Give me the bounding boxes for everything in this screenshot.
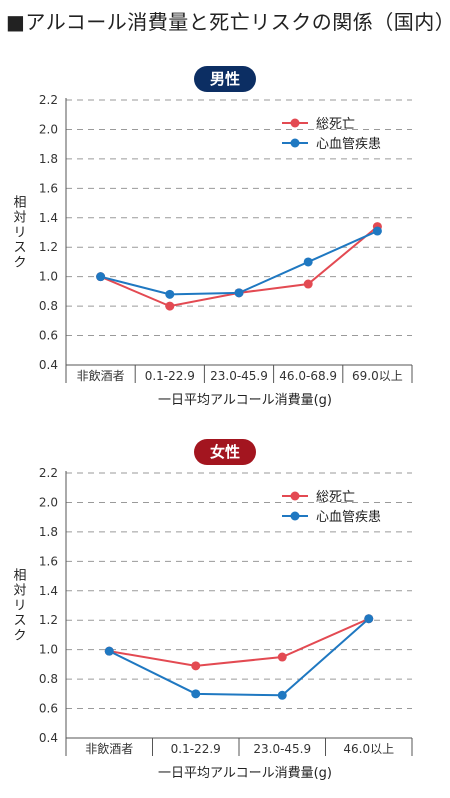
chart-male-x-tick: 非飲酒者 — [77, 368, 125, 383]
chart-female-series-line-0 — [109, 617, 370, 667]
chart-female-y-tick: 0.8 — [39, 672, 58, 686]
chart-female-x-tick: 46.0以上 — [343, 742, 394, 756]
chart-male-legend-label-1: 心血管疾患 — [316, 137, 381, 152]
chart-male-point-1 — [234, 288, 244, 298]
chart-female-title: 女性 — [210, 443, 240, 461]
chart-male-y-tick: 1.8 — [39, 152, 58, 166]
chart-female-x-tick: 非飲酒者 — [85, 741, 133, 756]
chart-male-x-tick: 46.0-68.9 — [279, 369, 337, 383]
chart-male-point-0 — [165, 301, 175, 311]
chart-female-y-tick: 1.6 — [39, 554, 58, 568]
chart-male-point-1 — [372, 226, 382, 236]
chart-female-y-tick: 1.0 — [39, 643, 58, 657]
chart-male-x-tick: 23.0-45.9 — [210, 369, 268, 383]
chart-female-y-tick: 1.2 — [39, 613, 58, 627]
chart-male-series-line-1 — [100, 230, 378, 296]
chart-male-legend-marker-1 — [290, 138, 300, 148]
chart-male-y-tick: 0.4 — [39, 358, 58, 372]
chart-female-y-tick: 2.0 — [39, 495, 58, 509]
chart-female-y-tick: 0.6 — [39, 702, 58, 716]
chart-female-point-1 — [104, 646, 114, 656]
chart-male-point-0 — [303, 279, 313, 289]
chart-male-point-1 — [96, 272, 106, 282]
chart-male: 男性 0.4 0.6 0.8 1.0 1.2 1.4 1.6 1.8 2.0 2.2 非飲酒者 0.1-… — [13, 66, 413, 408]
chart-female-legend-label-1: 心血管疾患 — [316, 510, 381, 525]
page-title: ■アルコール消費量と死亡リスクの関係（国内） — [6, 10, 450, 34]
chart-male-y-label: 相対リスク — [13, 196, 26, 271]
chart-female-point-1 — [191, 689, 201, 699]
chart-female-point-1 — [364, 614, 374, 624]
chart-female-y-tick: 0.4 — [39, 731, 58, 745]
chart-female-y-tick: 1.8 — [39, 525, 58, 539]
chart-female-x-tick: 23.0-45.9 — [253, 742, 311, 756]
chart-male-y-tick: 0.8 — [39, 299, 58, 313]
chart-male-y-tick: 2.2 — [39, 93, 58, 107]
chart-female-x-tick: 0.1-22.9 — [171, 742, 221, 756]
chart-male-y-tick: 1.0 — [39, 270, 58, 284]
chart-female-legend-marker-0 — [290, 491, 300, 501]
chart-male-y-tick: 2.0 — [39, 122, 58, 136]
chart-female-y-tick: 2.2 — [39, 466, 58, 480]
chart-male-y-tick: 1.6 — [39, 181, 58, 195]
chart-male-y-tick: 0.6 — [39, 329, 58, 343]
chart-male-title: 男性 — [210, 70, 240, 88]
chart-female-point-0 — [277, 652, 287, 662]
chart-male-legend-marker-0 — [290, 118, 300, 128]
chart-female-y-tick: 1.4 — [39, 584, 58, 598]
chart-male-y-tick: 1.4 — [39, 211, 58, 225]
chart-female-x-label: 一日平均アルコール消費量(g) — [158, 766, 332, 781]
chart-female: 女性 0.4 0.6 0.8 1.0 1.2 1.4 1.6 1.8 2.0 2.2 非飲酒者 0.1-… — [13, 439, 413, 781]
chart-male-point-1 — [165, 289, 175, 299]
chart-male-title-badge — [194, 66, 256, 92]
chart-male-x-tick: 0.1-22.9 — [145, 369, 195, 383]
chart-male-x-label: 一日平均アルコール消費量(g) — [158, 393, 332, 408]
chart-female-title-badge — [194, 439, 256, 465]
chart-male-y-tick: 1.2 — [39, 240, 58, 254]
chart-female-y-label: 相対リスク — [13, 569, 26, 644]
chart-male-x-tick: 69.0以上 — [352, 369, 403, 383]
chart-female-legend-marker-1 — [290, 511, 300, 521]
chart-female-series-line-1 — [108, 618, 370, 697]
chart-male-point-1 — [303, 257, 313, 267]
chart-male-legend-label-0: 総死亡 — [316, 117, 355, 132]
chart-female-point-0 — [191, 661, 201, 671]
chart-female-legend-label-0: 総死亡 — [316, 490, 355, 505]
chart-female-point-1 — [277, 690, 287, 700]
